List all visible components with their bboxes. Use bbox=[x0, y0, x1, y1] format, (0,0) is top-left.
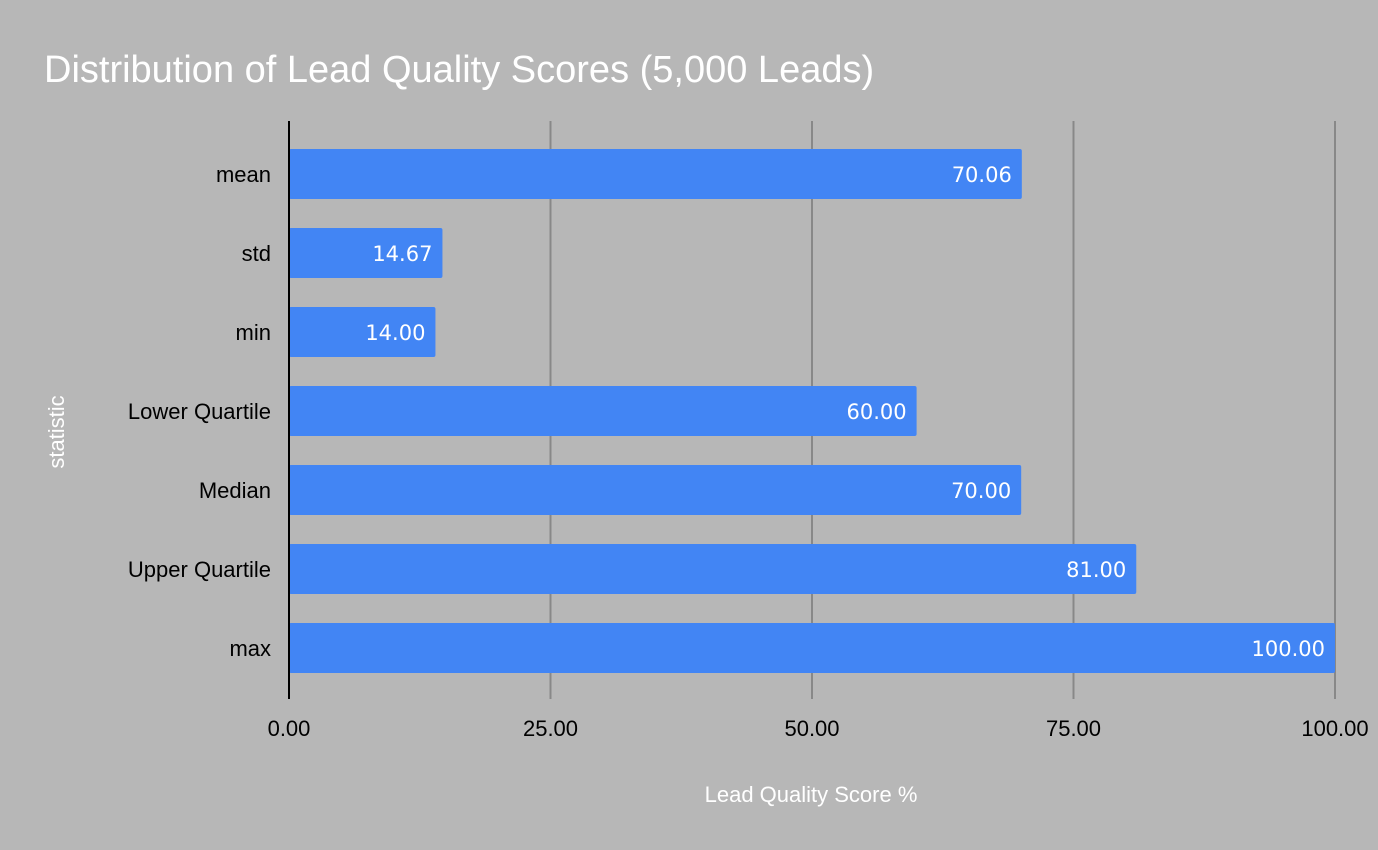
data-label: 70.00 bbox=[951, 479, 1011, 503]
category-label: std bbox=[242, 241, 271, 266]
bars bbox=[289, 149, 1335, 673]
bar bbox=[289, 544, 1137, 594]
x-axis-title: Lead Quality Score % bbox=[705, 782, 918, 807]
category-label: max bbox=[229, 636, 271, 661]
data-label: 70.06 bbox=[952, 163, 1012, 187]
category-label: Median bbox=[199, 478, 271, 503]
x-tick-label: 75.00 bbox=[1046, 716, 1101, 741]
bar bbox=[289, 623, 1335, 673]
data-label: 81.00 bbox=[1066, 558, 1126, 582]
bar bbox=[289, 465, 1022, 515]
chart-title: Distribution of Lead Quality Scores (5,0… bbox=[44, 49, 874, 91]
bar bbox=[289, 228, 443, 278]
data-label: 14.67 bbox=[372, 242, 432, 266]
labels: 0.00 25.00 50.00 75.00 100.00 70.06 mean 14.67 s… bbox=[128, 162, 1369, 741]
data-label: 100.00 bbox=[1252, 637, 1325, 661]
x-tick-label: 100.00 bbox=[1301, 716, 1368, 741]
category-label: Lower Quartile bbox=[128, 399, 271, 424]
bar bbox=[289, 307, 436, 357]
data-label: 14.00 bbox=[365, 321, 425, 345]
category-label: Upper Quartile bbox=[128, 557, 271, 582]
x-tick-label: 0.00 bbox=[268, 716, 311, 741]
bar bbox=[289, 149, 1022, 199]
data-label: 60.00 bbox=[846, 400, 906, 424]
bar bbox=[289, 386, 917, 436]
x-tick-label: 50.00 bbox=[784, 716, 839, 741]
category-label: mean bbox=[216, 162, 271, 187]
category-label: min bbox=[236, 320, 271, 345]
y-axis-title: statistic bbox=[44, 395, 69, 468]
x-tick-label: 25.00 bbox=[523, 716, 578, 741]
